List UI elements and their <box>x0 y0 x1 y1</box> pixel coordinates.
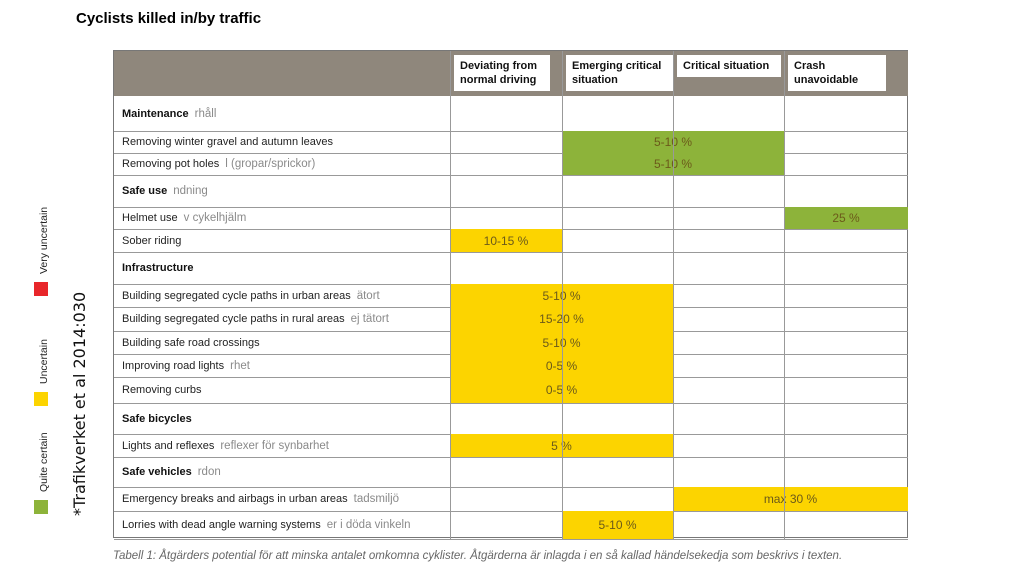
original-label-fragment: v cykelhjälm <box>183 212 247 224</box>
measure-row: Removing winter gravel and autumn leaves <box>114 131 448 153</box>
effect-cell: 10-15 % <box>450 229 562 252</box>
section-row: Safe use ndning <box>114 175 448 207</box>
measure-row: Removing pot holes l (gropar/sprickor) <box>114 153 448 175</box>
column-divider <box>450 51 451 539</box>
measure-label: Removing curbs <box>122 384 202 396</box>
measure-row: Emergency breaks and airbags in urban ar… <box>114 487 448 511</box>
legend-swatch-red <box>34 282 48 296</box>
measure-label: Lights and reflexes <box>122 439 215 452</box>
row-divider <box>114 207 908 208</box>
row-divider <box>114 131 908 132</box>
section-row: Maintenance rhåll <box>114 96 448 131</box>
section-row: Infrastructure <box>114 252 448 284</box>
effect-cell: 0-5 % <box>450 354 673 377</box>
column-header: Deviating from normal driving <box>454 55 550 91</box>
measure-label: Building safe road crossings <box>122 336 260 349</box>
measure-row: Removing curbs <box>114 377 448 403</box>
column-divider <box>673 51 674 539</box>
row-divider <box>114 511 908 512</box>
effect-cell: 5-10 % <box>450 284 673 307</box>
table-caption: Tabell 1: Åtgärders potential för att mi… <box>113 550 843 562</box>
column-divider <box>784 51 785 539</box>
original-label-fragment: er i döda vinkeln <box>326 519 411 531</box>
original-label-fragment: ej tätort <box>350 313 389 325</box>
effect-cell: max 30 % <box>673 487 908 511</box>
measure-label: Helmet use <box>122 212 178 224</box>
measure-label: Removing winter gravel and autumn leaves <box>122 136 333 148</box>
measure-label: Sober riding <box>122 234 182 247</box>
row-divider <box>114 457 908 458</box>
original-label-fragment: reflexer för synbarhet <box>220 439 330 452</box>
measure-row: Improving road lights rhet <box>114 354 448 377</box>
original-label-fragment: ätort <box>356 289 380 302</box>
measure-row: Lights and reflexes reflexer för synbarhe… <box>114 434 448 457</box>
measure-row: Helmet use v cykelhjälm <box>114 207 448 229</box>
effect-cell: 25 % <box>784 207 908 229</box>
effect-cell: 5 % <box>450 434 673 457</box>
row-divider <box>114 403 908 404</box>
row-divider <box>114 539 908 540</box>
measure-row: Building segregated cycle paths in rural… <box>114 307 448 331</box>
section-heading: Infrastructure <box>122 262 194 274</box>
row-divider <box>114 252 908 253</box>
legend-label: Uncertain <box>38 339 50 384</box>
column-divider <box>562 51 563 539</box>
original-label-fragment: ndning <box>173 185 208 197</box>
measures-table: Deviating from normal driving Emerging cr… <box>113 50 908 540</box>
slide-title: Cyclists killed in/by traffic <box>76 10 262 27</box>
legend-swatch-green <box>34 500 48 514</box>
column-header: Critical situation <box>677 55 781 77</box>
section-heading: Safe use <box>122 185 168 197</box>
measure-label: Removing pot holes <box>122 158 220 170</box>
legend-swatch-yellow <box>34 392 48 406</box>
section-heading: Maintenance <box>122 107 189 120</box>
original-label-fragment: l (gropar/sprickor) <box>225 158 316 170</box>
section-row: Safe vehicles rdon <box>114 457 448 487</box>
effect-cell: 15-20 % <box>450 307 673 331</box>
section-row: Safe bicycles <box>114 403 448 434</box>
original-label-fragment: rhet <box>230 359 250 372</box>
section-heading: Safe vehicles <box>122 466 192 478</box>
legend-label: Quite certain <box>38 432 50 492</box>
effect-cell: 5-10 % <box>450 331 673 354</box>
row-divider <box>114 487 908 488</box>
original-label-fragment: rhåll <box>194 107 217 120</box>
measure-row: Building safe road crossings <box>114 331 448 354</box>
measure-row: Lorries with dead angle warning systems e… <box>114 511 448 539</box>
measure-label: Lorries with dead angle warning systems <box>122 519 321 531</box>
column-header: Emerging critical situation <box>566 55 674 91</box>
measure-label: Building segregated cycle paths in rural… <box>122 313 345 325</box>
measure-label: Building segregated cycle paths in urban… <box>122 289 351 302</box>
measure-row: Sober riding <box>114 229 448 252</box>
source-note: *Trafikverket et al 2014:030 <box>70 291 89 516</box>
measure-label: Improving road lights <box>122 359 225 372</box>
original-label-fragment: tadsmiljö <box>353 493 400 505</box>
measure-row: Building segregated cycle paths in urban… <box>114 284 448 307</box>
effect-cell: 0-5 % <box>450 377 673 403</box>
column-header: Crash unavoidable <box>788 55 886 91</box>
effect-cell: 5-10 % <box>562 511 673 539</box>
measure-label: Emergency breaks and airbags in urban ar… <box>122 493 348 505</box>
legend-label: Very uncertain <box>38 206 50 274</box>
original-label-fragment: rdon <box>197 466 221 478</box>
row-divider <box>114 175 908 176</box>
row-divider <box>114 153 908 154</box>
section-heading: Safe bicycles <box>122 412 192 425</box>
